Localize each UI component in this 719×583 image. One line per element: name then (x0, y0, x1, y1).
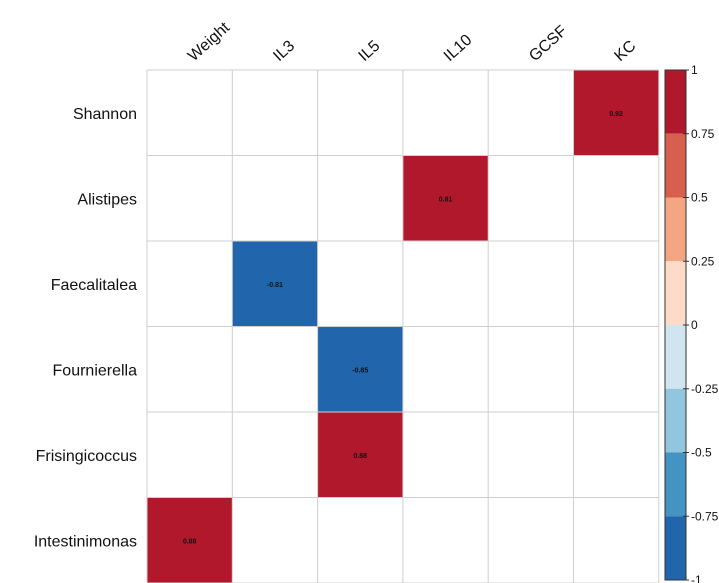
column-label-gcsf: GCSF (526, 22, 571, 65)
column-labels: Weight IL3 IL5 IL10 GCSF KC (185, 19, 639, 65)
color-legend-swatch (665, 261, 686, 325)
heatmap-cell-intestinimonas-weight (147, 497, 233, 583)
row-label-fournierella: Fournierella (53, 362, 138, 379)
column-label-weight: Weight (185, 19, 234, 65)
color-legend-tick-label: 0.5 (691, 191, 708, 205)
row-label-faecalitalea: Faecalitalea (51, 277, 137, 294)
cell-value-label: 0.92 (609, 111, 623, 118)
column-label-kc: KC (611, 37, 639, 65)
heatmap-cell-faecalitalea-il3 (232, 241, 318, 327)
row-label-alistipes: Alistipes (77, 191, 137, 208)
color-legend-tick-label: 0.75 (691, 127, 715, 141)
column-label-il10: IL10 (441, 31, 476, 65)
column-label-il3: IL3 (270, 37, 298, 65)
color-legend-swatch (665, 388, 686, 453)
heatmap-cell-frisingicoccus-il5 (317, 412, 403, 498)
heatmap-cells: 0.92 0.81 -0.81 -0.85 0.88 0.88 (147, 70, 659, 583)
cell-value-label: 0.88 (183, 538, 197, 545)
color-legend-swatch (665, 133, 686, 198)
row-labels: Shannon Alistipes Faecalitalea Fournierella… (34, 106, 137, 551)
color-legend-tick-label: -0.25 (691, 382, 719, 396)
column-label-il5: IL5 (356, 37, 384, 65)
color-legend-swatch (665, 197, 686, 262)
color-legend-tick-label: 0 (691, 318, 698, 332)
heatmap-cell-shannon-kc (573, 70, 659, 156)
color-legend-tick-label: 0.25 (691, 254, 715, 268)
row-label-shannon: Shannon (73, 106, 137, 123)
color-legend-swatch (665, 516, 686, 580)
heatmap-cell-alistipes-il10 (402, 155, 489, 241)
color-legend-tick-label: -0.5 (691, 446, 712, 460)
row-label-frisingicoccus: Frisingicoccus (36, 448, 137, 465)
cell-value-label: -0.81 (267, 282, 283, 289)
color-legend: 1 0.75 0.5 0.25 0 -0.25 -0.5 -0.75 -1 (664, 63, 719, 583)
color-legend-swatch (665, 70, 686, 134)
color-legend-tick-label: -1 (691, 573, 702, 583)
color-legend-swatch (665, 452, 686, 517)
heatmap-cell-fournierella-il5 (317, 326, 403, 412)
heatmap-grid (146, 69, 660, 583)
color-legend-tick-label: -0.75 (691, 509, 719, 523)
color-legend-tick-label: 1 (691, 63, 698, 77)
cell-value-label: 0.81 (439, 196, 453, 203)
cell-value-label: 0.88 (353, 453, 367, 460)
row-label-intestinimonas: Intestinimonas (34, 533, 137, 550)
cell-value-label: -0.85 (352, 367, 368, 374)
color-legend-swatch (665, 325, 686, 389)
